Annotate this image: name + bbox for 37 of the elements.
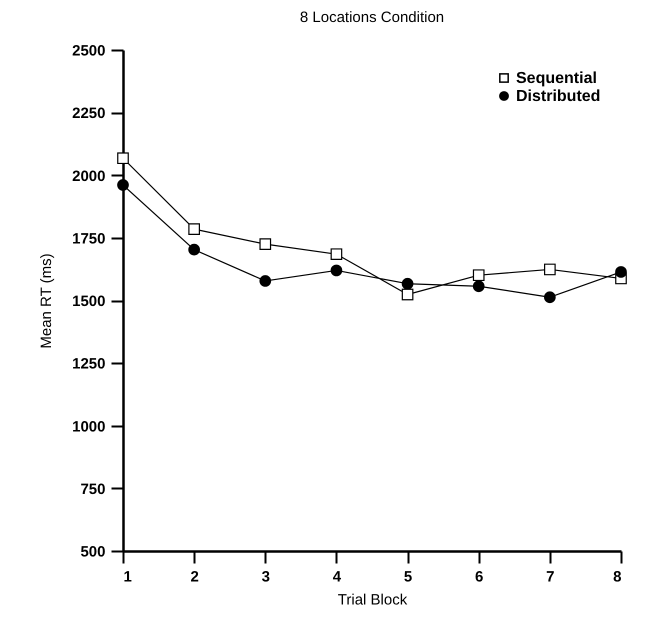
point xyxy=(259,238,272,250)
point xyxy=(544,264,556,276)
point xyxy=(402,278,414,290)
y-tick-label: 1250 xyxy=(72,356,106,373)
y-tick-label: 1750 xyxy=(72,230,106,248)
point xyxy=(615,266,627,278)
x-tick-label: 4 xyxy=(332,568,342,586)
point xyxy=(188,223,200,235)
y-tick-label: 2250 xyxy=(72,105,106,122)
legend-label: Distributed xyxy=(516,88,600,105)
y-tick-label: 750 xyxy=(80,480,106,498)
x-tick-label: 3 xyxy=(262,568,270,586)
point xyxy=(402,288,414,300)
point xyxy=(117,179,129,191)
x-tick-label: 6 xyxy=(475,568,484,586)
y-tick-label: 1000 xyxy=(72,418,106,436)
y-tick-label: 2000 xyxy=(72,168,106,185)
point xyxy=(472,280,485,292)
x-tick-label: 1 xyxy=(124,568,132,586)
point xyxy=(188,244,200,256)
point xyxy=(259,275,272,287)
chart-title: 8 Locations Condition xyxy=(300,9,444,26)
legend-label: Sequential xyxy=(516,70,597,87)
y-tick-label: 500 xyxy=(80,544,106,560)
point xyxy=(330,248,342,260)
point xyxy=(472,269,485,282)
y-tick-label: 1500 xyxy=(72,293,106,310)
y-axis-title: Mean RT (ms) xyxy=(38,253,56,349)
point xyxy=(544,291,556,304)
point xyxy=(117,152,129,164)
x-tick-label: 8 xyxy=(613,568,622,586)
x-tick-label: 2 xyxy=(190,568,199,586)
x-tick-label: 7 xyxy=(546,568,555,586)
x-tick-label: 5 xyxy=(404,568,412,586)
x-axis-title: Trial Block xyxy=(338,592,408,608)
y-tick-label: 2500 xyxy=(72,42,106,60)
point xyxy=(330,264,342,276)
